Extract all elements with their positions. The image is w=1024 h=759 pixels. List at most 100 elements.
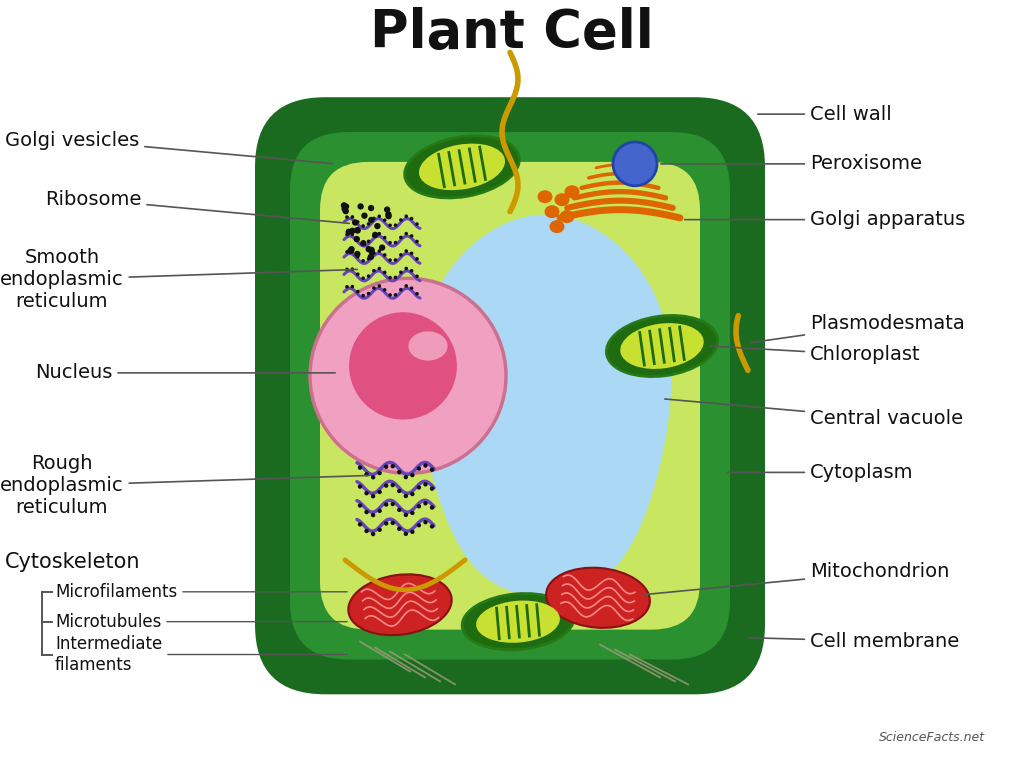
Ellipse shape — [367, 240, 371, 243]
Ellipse shape — [378, 509, 382, 513]
Ellipse shape — [538, 191, 553, 203]
Ellipse shape — [419, 143, 505, 191]
Ellipse shape — [356, 220, 359, 224]
Ellipse shape — [399, 235, 402, 239]
Polygon shape — [419, 215, 672, 597]
Text: Ribosome: Ribosome — [45, 191, 349, 223]
Ellipse shape — [415, 257, 419, 260]
Ellipse shape — [430, 468, 434, 472]
Ellipse shape — [354, 227, 360, 233]
Ellipse shape — [367, 291, 371, 295]
Ellipse shape — [365, 510, 369, 515]
Ellipse shape — [385, 213, 392, 219]
Ellipse shape — [372, 269, 376, 272]
Ellipse shape — [361, 294, 365, 298]
Ellipse shape — [374, 223, 381, 229]
Ellipse shape — [417, 485, 421, 490]
Ellipse shape — [343, 203, 349, 209]
Ellipse shape — [404, 215, 408, 218]
Ellipse shape — [559, 210, 574, 223]
Text: Cytoskeleton: Cytoskeleton — [5, 552, 140, 572]
Ellipse shape — [613, 142, 657, 186]
Ellipse shape — [341, 202, 347, 209]
Ellipse shape — [393, 241, 397, 244]
Text: Smooth
endoplasmic
reticulum: Smooth endoplasmic reticulum — [0, 248, 357, 311]
Ellipse shape — [368, 254, 374, 260]
Ellipse shape — [349, 312, 457, 420]
Ellipse shape — [430, 505, 434, 510]
Ellipse shape — [390, 502, 395, 506]
Text: Intermediate
filaments: Intermediate filaments — [55, 635, 347, 674]
Text: Rough
endoplasmic
reticulum: Rough endoplasmic reticulum — [0, 454, 370, 517]
Ellipse shape — [397, 527, 401, 531]
Text: ScienceFacts.net: ScienceFacts.net — [879, 731, 985, 744]
Ellipse shape — [404, 136, 519, 198]
Text: Golgi vesicles: Golgi vesicles — [5, 131, 332, 164]
Ellipse shape — [354, 227, 360, 234]
Ellipse shape — [423, 482, 428, 487]
Ellipse shape — [555, 194, 569, 206]
Ellipse shape — [550, 220, 564, 233]
Ellipse shape — [384, 521, 388, 526]
Ellipse shape — [388, 223, 392, 227]
Ellipse shape — [383, 236, 386, 239]
Ellipse shape — [378, 490, 382, 494]
Ellipse shape — [399, 288, 402, 291]
Ellipse shape — [410, 269, 414, 272]
Ellipse shape — [384, 465, 388, 469]
Text: Plant Cell: Plant Cell — [370, 7, 654, 58]
Ellipse shape — [357, 503, 362, 508]
Ellipse shape — [404, 284, 408, 288]
Ellipse shape — [372, 231, 378, 238]
Ellipse shape — [350, 250, 354, 254]
Ellipse shape — [403, 494, 408, 498]
Ellipse shape — [361, 259, 365, 263]
Ellipse shape — [397, 508, 401, 512]
Ellipse shape — [415, 222, 419, 226]
Ellipse shape — [372, 251, 376, 255]
Ellipse shape — [423, 520, 428, 524]
Text: Chloroplast: Chloroplast — [711, 345, 921, 364]
Ellipse shape — [348, 246, 354, 253]
Ellipse shape — [352, 219, 358, 225]
Ellipse shape — [462, 594, 573, 650]
Ellipse shape — [357, 522, 362, 527]
Ellipse shape — [606, 316, 718, 376]
Ellipse shape — [369, 247, 375, 253]
Ellipse shape — [383, 271, 386, 274]
Ellipse shape — [341, 206, 348, 212]
Ellipse shape — [430, 524, 434, 529]
Ellipse shape — [384, 206, 390, 213]
Ellipse shape — [345, 285, 349, 288]
Ellipse shape — [417, 523, 421, 528]
Ellipse shape — [347, 247, 353, 254]
Ellipse shape — [356, 255, 359, 259]
Ellipse shape — [361, 241, 365, 245]
Ellipse shape — [345, 216, 349, 219]
Ellipse shape — [390, 521, 395, 525]
Ellipse shape — [367, 257, 371, 260]
Ellipse shape — [409, 332, 447, 361]
Ellipse shape — [353, 236, 359, 242]
Text: Microfilaments: Microfilaments — [55, 583, 347, 601]
Ellipse shape — [397, 470, 401, 474]
Ellipse shape — [388, 276, 392, 279]
Ellipse shape — [621, 323, 703, 369]
Ellipse shape — [310, 279, 506, 474]
Ellipse shape — [350, 215, 354, 219]
Ellipse shape — [378, 266, 381, 270]
Ellipse shape — [361, 213, 368, 219]
Text: Central vacuole: Central vacuole — [665, 399, 964, 428]
Ellipse shape — [371, 475, 375, 480]
Ellipse shape — [399, 253, 402, 257]
Ellipse shape — [360, 240, 367, 247]
Ellipse shape — [345, 228, 352, 235]
Text: Microtubules: Microtubules — [55, 613, 347, 631]
Ellipse shape — [356, 238, 359, 241]
Ellipse shape — [423, 501, 428, 505]
Ellipse shape — [357, 484, 362, 489]
Ellipse shape — [378, 284, 381, 288]
Ellipse shape — [371, 494, 375, 499]
Ellipse shape — [430, 487, 434, 491]
Ellipse shape — [378, 232, 381, 235]
